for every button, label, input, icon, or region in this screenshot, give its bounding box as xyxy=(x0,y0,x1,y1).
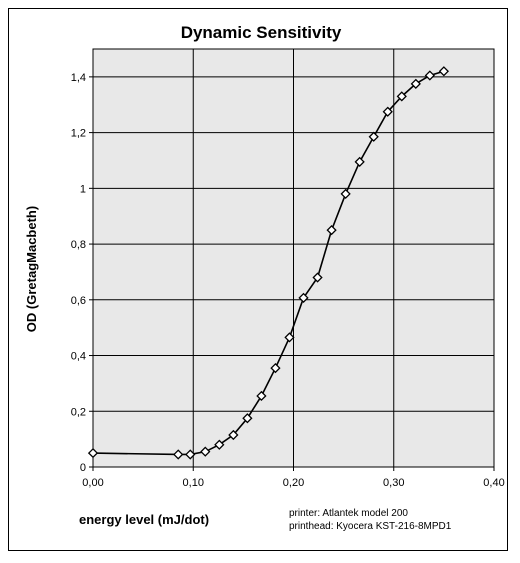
x-tick-label: 0,00 xyxy=(82,477,103,489)
x-tick-label: 0,10 xyxy=(183,477,204,489)
y-tick-label: 0,4 xyxy=(71,351,86,363)
data-point xyxy=(228,429,239,441)
data-point xyxy=(368,131,379,142)
data-point xyxy=(298,292,309,303)
y-axis-label: OD (GretagMacbeth) xyxy=(24,206,39,332)
data-point xyxy=(185,449,196,460)
x-tick-label: 0,20 xyxy=(283,477,304,489)
data-point xyxy=(242,413,253,424)
data-point xyxy=(284,332,295,343)
y-axis-ticks: 0 0,2 0,4 0,6 0,8 1 1,2 1,4 xyxy=(71,72,93,474)
printhead-note: printhead: Kyocera KST-216-8MPD1 xyxy=(289,521,452,532)
data-point xyxy=(410,78,421,89)
y-tick-label: 0 xyxy=(80,462,86,474)
x-tick-label: 0,30 xyxy=(383,477,404,489)
y-tick-label: 0,2 xyxy=(71,406,86,418)
data-point xyxy=(312,272,323,283)
data-point xyxy=(326,225,337,236)
data-point xyxy=(256,390,267,402)
chart: Dynamic Sensitivity 0 0,2 0,4 0,6 0,8 1 1,2 1,4… xyxy=(24,23,505,532)
data-point xyxy=(270,362,281,374)
data-point xyxy=(382,106,393,117)
data-point xyxy=(87,447,99,459)
y-tick-label: 0,6 xyxy=(71,295,86,307)
series-markers xyxy=(87,66,449,460)
y-tick-label: 1,4 xyxy=(71,72,86,84)
data-point xyxy=(200,446,211,457)
data-point xyxy=(396,91,407,102)
x-axis-ticks: 0,00 0,10 0,20 0,30 0,40 xyxy=(82,467,505,489)
y-tick-label: 0,8 xyxy=(71,239,86,251)
data-point xyxy=(173,449,184,460)
data-point xyxy=(354,156,365,167)
x-tick-label: 0,40 xyxy=(483,477,504,489)
data-point xyxy=(214,439,225,450)
data-point xyxy=(340,188,351,200)
y-tick-label: 1,2 xyxy=(71,128,86,140)
chart-frame: Dynamic Sensitivity 0 0,2 0,4 0,6 0,8 1 1,2 1,4… xyxy=(8,8,508,551)
x-axis-label: energy level (mJ/dot) xyxy=(79,512,209,527)
y-tick-label: 1 xyxy=(80,183,86,195)
chart-title: Dynamic Sensitivity xyxy=(181,23,342,42)
data-point xyxy=(424,70,435,81)
data-point xyxy=(438,66,449,77)
printer-note: printer: Atlantek model 200 xyxy=(289,508,408,519)
